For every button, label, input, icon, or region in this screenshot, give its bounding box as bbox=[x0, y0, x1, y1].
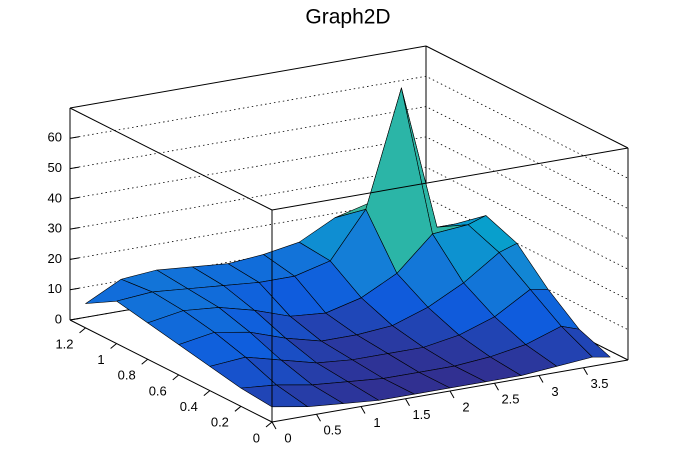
z-tick-label: 0 bbox=[55, 311, 62, 326]
x-tick-label: 1.5 bbox=[412, 407, 430, 422]
grid-line bbox=[69, 75, 629, 179]
y-tick-label: 0.4 bbox=[180, 399, 198, 414]
y-tick-label: 0.2 bbox=[211, 415, 229, 430]
x-tick-label: 3.5 bbox=[590, 376, 608, 391]
tick-mark bbox=[271, 421, 277, 430]
tick-mark bbox=[110, 343, 117, 349]
z-tick-label: 30 bbox=[48, 221, 62, 236]
x-tick-label: 2.5 bbox=[501, 392, 519, 407]
tick-mark bbox=[203, 390, 211, 396]
tick-mark bbox=[69, 196, 80, 200]
tick-mark bbox=[69, 227, 80, 230]
z-tick-label: 50 bbox=[48, 160, 62, 175]
tick-mark bbox=[141, 358, 149, 365]
surface-cell bbox=[240, 384, 308, 408]
tick-mark bbox=[172, 374, 180, 381]
z-tick-label: 40 bbox=[48, 190, 62, 205]
box-edge bbox=[69, 319, 273, 423]
x-tick-label: 1 bbox=[373, 415, 380, 430]
tick-mark bbox=[69, 287, 80, 291]
y-tick-label: 0 bbox=[253, 430, 260, 445]
grid-line bbox=[69, 106, 629, 209]
tick-mark bbox=[69, 136, 80, 139]
box-edge bbox=[69, 107, 273, 211]
tick-mark bbox=[316, 414, 321, 422]
grid-line bbox=[69, 136, 629, 240]
tick-mark bbox=[449, 390, 455, 399]
x-tick-label: 0 bbox=[284, 430, 291, 445]
x-tick-label: 2 bbox=[462, 399, 469, 414]
box-edge bbox=[425, 45, 629, 149]
y-tick-label: 1 bbox=[97, 352, 104, 367]
x-tick-label: 3 bbox=[551, 384, 558, 399]
z-tick-label: 10 bbox=[48, 281, 62, 296]
y-tick-label: 0.8 bbox=[118, 368, 136, 383]
tick-mark bbox=[234, 405, 242, 412]
y-tick-label: 0.6 bbox=[149, 383, 167, 398]
tick-mark bbox=[360, 406, 366, 414]
tick-mark bbox=[69, 257, 80, 260]
box-edge bbox=[69, 45, 427, 109]
z-tick-label: 20 bbox=[48, 251, 62, 266]
tick-mark bbox=[79, 327, 86, 334]
tick-mark bbox=[405, 398, 410, 406]
tick-mark bbox=[538, 375, 544, 383]
box-edge bbox=[271, 147, 629, 211]
grid-line bbox=[69, 166, 629, 270]
tick-mark bbox=[69, 166, 80, 170]
tick-mark bbox=[69, 318, 80, 321]
x-tick-label: 0.5 bbox=[323, 423, 341, 438]
tick-mark bbox=[583, 367, 588, 375]
tick-mark bbox=[494, 383, 499, 391]
y-tick-label: 1.2 bbox=[55, 336, 73, 351]
z-tick-label: 60 bbox=[48, 130, 62, 145]
tick-mark bbox=[265, 421, 273, 428]
chart-title: Graph2D bbox=[305, 6, 390, 29]
